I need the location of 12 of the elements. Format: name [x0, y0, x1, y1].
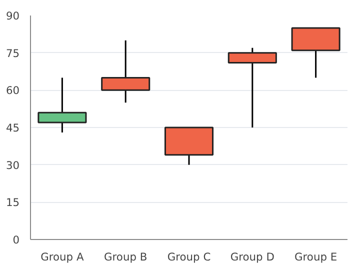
y-tick-label: 75: [6, 46, 20, 60]
y-tick-label: 45: [6, 122, 20, 134]
y-tick-label: 60: [6, 84, 20, 98]
y-tick-label: 0: [12, 234, 20, 246]
x-tick-label: Group B: [104, 250, 148, 264]
y-tick-label: 30: [6, 158, 20, 172]
x-tick-label: Group E: [294, 250, 338, 264]
x-tick-label: Group D: [230, 250, 274, 264]
x-tick-label: Group A: [40, 250, 84, 264]
y-tick-label: 90: [6, 10, 20, 22]
y-tick-label: 15: [6, 196, 20, 210]
x-tick-label: Group C: [167, 250, 211, 264]
